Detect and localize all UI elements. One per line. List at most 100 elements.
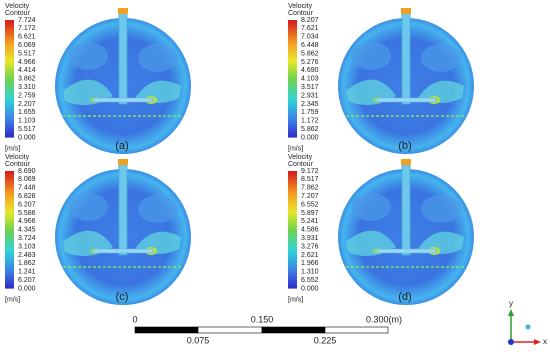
flow-region xyxy=(421,195,461,223)
scale-bar: 0 0.150 0.300(m) 0.075 0.225 xyxy=(132,314,402,345)
shaft-top xyxy=(118,8,128,14)
legend-title: Velocity xyxy=(5,154,30,161)
legend-level: 2.931 xyxy=(301,92,319,99)
legend-level: 7.172 xyxy=(18,25,36,32)
legend-unit: [m/s] xyxy=(288,296,303,303)
legend-level: 0.000 xyxy=(301,134,319,141)
impeller xyxy=(92,248,154,254)
triad-arrow xyxy=(508,309,514,316)
scale-label: 0.300(m) xyxy=(366,314,402,324)
triad-origin xyxy=(508,339,514,345)
legend-level: 5.241 xyxy=(301,218,319,225)
legend-level: 7.207 xyxy=(301,193,319,200)
impeller xyxy=(375,248,437,254)
shaft xyxy=(118,162,128,256)
legend-level: 5.517 xyxy=(18,126,36,133)
legend-unit: [m/s] xyxy=(288,145,303,152)
legend-level: 1.966 xyxy=(301,260,319,267)
legend-subtitle: Contour xyxy=(288,10,314,17)
legend-level: 5.586 xyxy=(18,210,36,217)
legend-level: 3.862 xyxy=(18,76,36,83)
colorbar xyxy=(288,171,297,289)
flow-region xyxy=(138,195,178,223)
legend-level: 9.172 xyxy=(301,168,319,175)
legend-level: 7.724 xyxy=(18,17,36,24)
legend-subtitle: Contour xyxy=(5,10,31,17)
legend-level: 8.690 xyxy=(18,168,36,175)
scale-label: 0.225 xyxy=(314,335,337,345)
legend-level: 1.862 xyxy=(18,260,36,267)
legend-level: 0.000 xyxy=(18,285,36,292)
legend-level: 6.828 xyxy=(18,193,36,200)
legend-level: 2.483 xyxy=(18,252,36,259)
impeller xyxy=(92,97,154,103)
legend-level: 4.690 xyxy=(301,67,319,74)
flow-region xyxy=(138,44,178,72)
legend-level: 1.759 xyxy=(301,109,319,116)
panel-caption: (a) xyxy=(115,140,128,152)
legend-subtitle: Contour xyxy=(288,161,314,168)
legend-level: 8.517 xyxy=(301,176,319,183)
triad-label: y xyxy=(509,299,513,308)
scale-label: 0.150 xyxy=(251,314,274,324)
legend-level: 3.931 xyxy=(301,235,319,242)
colorbar xyxy=(5,20,14,138)
legend-level: 7.621 xyxy=(301,25,319,32)
panel-caption: (d) xyxy=(398,291,411,303)
legend-level: 6.207 xyxy=(18,201,36,208)
legend-level: 4.345 xyxy=(18,227,36,234)
legend-level: 2.207 xyxy=(18,101,36,108)
flow-region xyxy=(421,44,461,72)
legend-level: 5.276 xyxy=(301,59,319,66)
triad-label: x xyxy=(543,337,547,346)
shaft-top xyxy=(118,159,128,165)
shaft-top xyxy=(401,159,411,165)
legend-level: 2.759 xyxy=(18,92,36,99)
legend-title: Velocity xyxy=(288,154,313,161)
legend-level: 2.621 xyxy=(301,252,319,259)
panel: VelocityContour7.7247.1726.6216.0695.517… xyxy=(5,3,191,154)
triad-view xyxy=(525,324,531,330)
legend-level: 4.966 xyxy=(18,59,36,66)
legend-level: 5.517 xyxy=(18,50,36,57)
legend-level: 4.966 xyxy=(18,218,36,225)
scale-segment xyxy=(324,326,389,334)
legend-level: 3.517 xyxy=(301,84,319,91)
legend-level: 1.310 xyxy=(301,269,319,276)
panel-caption: (b) xyxy=(398,140,411,152)
legend-level: 5.897 xyxy=(301,210,319,217)
legend-level: 6.621 xyxy=(18,34,36,41)
legend-level: 1.172 xyxy=(301,118,319,125)
legend-level: 7.862 xyxy=(301,185,319,192)
legend-level: 2.345 xyxy=(301,101,319,108)
panel: VelocityContour8.6908.0697.4486.8286.207… xyxy=(5,154,191,305)
legend-level: 3.310 xyxy=(18,84,36,91)
legend-level: 3.103 xyxy=(18,243,36,250)
legend-level: 8.207 xyxy=(301,17,319,24)
flow-region xyxy=(68,193,108,221)
legend-level: 6.207 xyxy=(18,277,36,284)
legend-unit: [m/s] xyxy=(5,145,20,152)
legend-level: 1.103 xyxy=(18,118,36,125)
scale-segment xyxy=(134,326,199,334)
legend-level: 3.276 xyxy=(301,243,319,250)
colorbar xyxy=(288,20,297,138)
scale-segment xyxy=(197,326,263,334)
shaft-top xyxy=(401,8,411,14)
legend-level: 6.448 xyxy=(301,42,319,49)
panel-caption: (c) xyxy=(116,291,129,303)
legend-level: 3.724 xyxy=(18,235,36,242)
colorbar xyxy=(5,171,14,289)
legend-level: 4.414 xyxy=(18,67,36,74)
legend-level: 6.552 xyxy=(301,277,319,284)
legend-level: 1.655 xyxy=(18,109,36,116)
flow-region xyxy=(68,42,108,70)
scale-label: 0 xyxy=(132,314,137,324)
legend-level: 5.862 xyxy=(301,126,319,133)
shaft xyxy=(401,11,411,105)
flow-region xyxy=(351,193,391,221)
legend-level: 4.103 xyxy=(301,76,319,83)
legend-level: 1.241 xyxy=(18,269,36,276)
